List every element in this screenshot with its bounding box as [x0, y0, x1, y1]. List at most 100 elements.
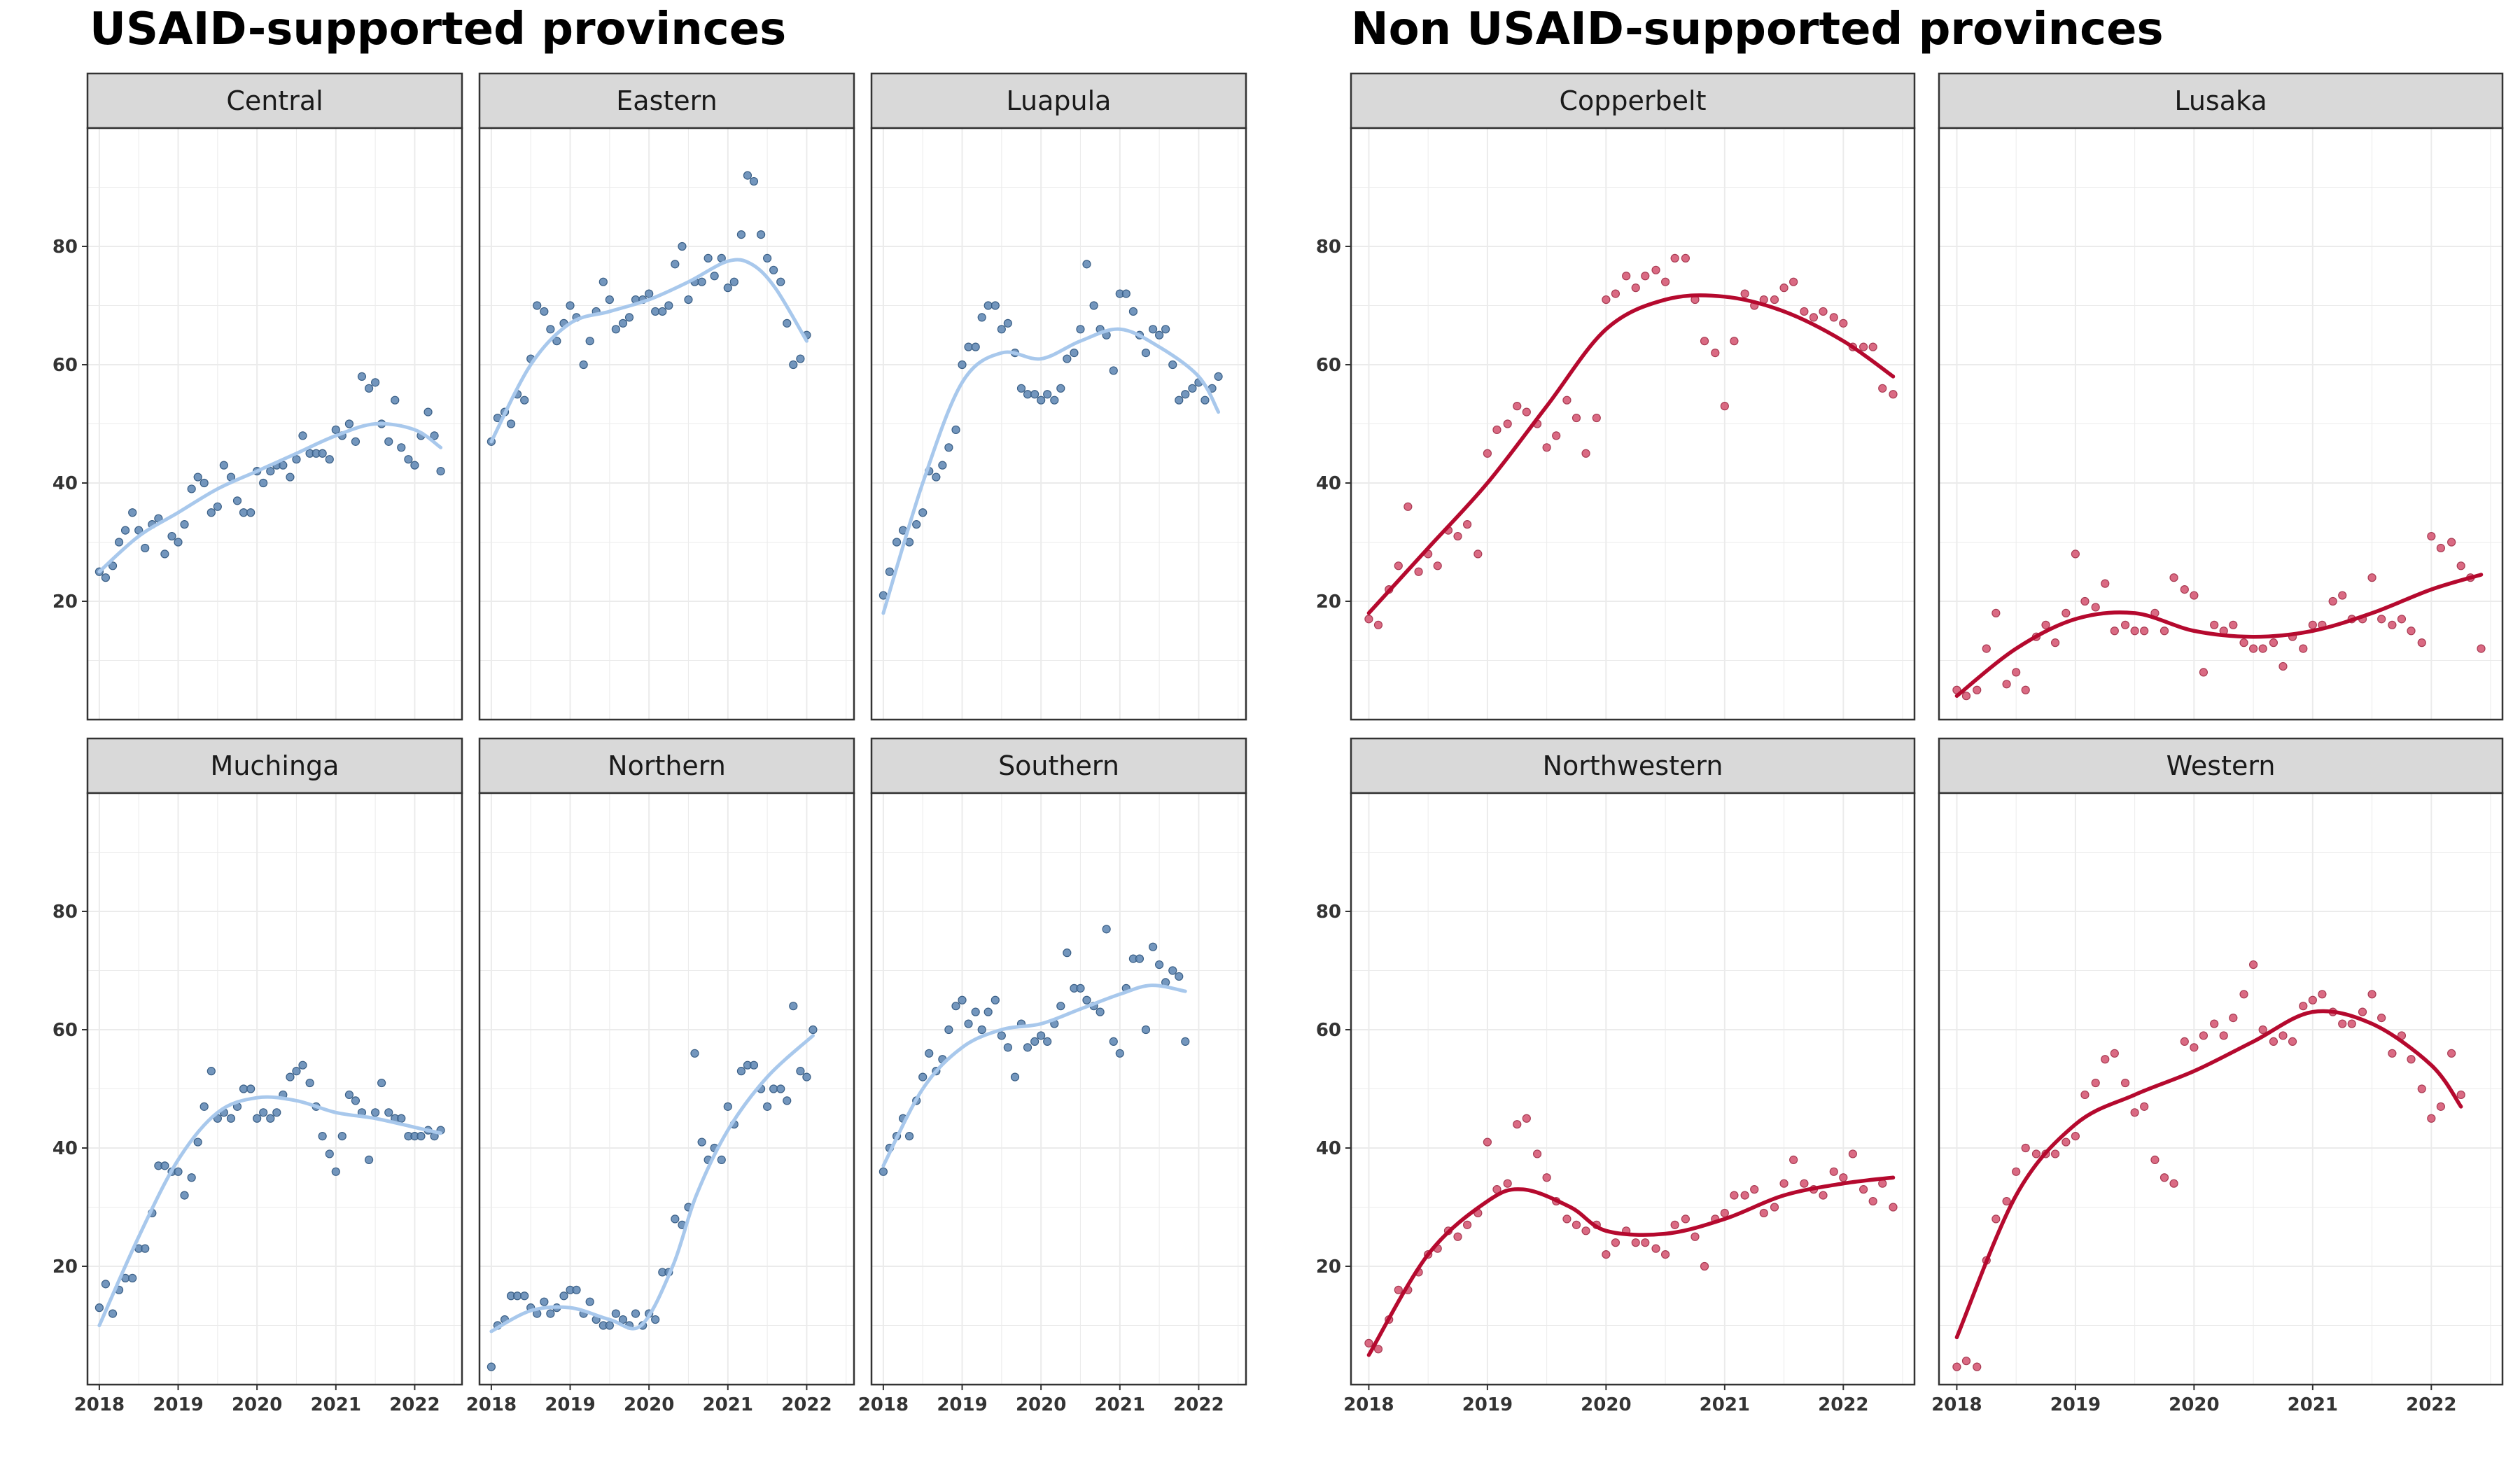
- data-point: [1181, 1037, 1190, 1046]
- data-point: [1474, 550, 1483, 559]
- data-point: [520, 1292, 529, 1301]
- data-point: [193, 1138, 202, 1147]
- data-point: [1839, 1173, 1848, 1182]
- data-point: [1779, 1179, 1788, 1188]
- data-point: [1661, 1250, 1670, 1259]
- data-point: [697, 277, 706, 286]
- data-point: [1010, 1072, 1020, 1082]
- data-point: [1982, 644, 1991, 653]
- data-point: [983, 301, 993, 310]
- data-point: [1651, 1244, 1660, 1253]
- data-point: [1651, 265, 1660, 274]
- data-point: [671, 1214, 680, 1224]
- panel-copperbelt: Copperbelt 20 40 60 80: [1316, 72, 1916, 721]
- data-point: [618, 1315, 628, 1324]
- data-point: [1800, 1179, 1809, 1188]
- panel-muchinga: Muchinga 20 40 60 80 2018 2019 2020 2021 2022: [52, 737, 463, 1415]
- data-point: [1859, 342, 1868, 351]
- data-point: [651, 1315, 660, 1324]
- data-point: [206, 1067, 216, 1076]
- data-point: [325, 1149, 334, 1158]
- x-tick-label: 2020: [1581, 1394, 1631, 1415]
- y-tick-label: 40: [52, 473, 78, 494]
- data-point: [1030, 1037, 1040, 1046]
- data-point: [729, 277, 738, 286]
- trend-line: [881, 983, 1187, 1168]
- y-tick-label: 20: [52, 592, 78, 612]
- data-point: [1681, 1214, 1690, 1224]
- data-point: [1973, 685, 1982, 694]
- data-point: [114, 538, 124, 547]
- data-point: [2427, 531, 2436, 541]
- data-point: [404, 455, 413, 464]
- panel-southern: Southern 2018 2019 2020 2021 2022: [858, 737, 1247, 1415]
- trend-line: [1954, 1009, 2463, 1340]
- data-point: [2012, 668, 2021, 677]
- facet-strip: [478, 72, 855, 130]
- panel-border: [1938, 127, 2504, 721]
- gridlines: [1351, 793, 1914, 1385]
- data-point: [101, 1280, 111, 1289]
- data-point: [1109, 1037, 1118, 1046]
- facet-strip-label: Western: [2166, 750, 2276, 781]
- data-point: [2071, 550, 2080, 559]
- y-tick-label: 60: [52, 355, 78, 376]
- panel-northern: Northern 2018 2019 2020 2021 2022: [466, 737, 855, 1415]
- data-point: [371, 1108, 380, 1117]
- data-point: [723, 1102, 732, 1111]
- panel-border: [870, 792, 1247, 1386]
- data-point: [2041, 620, 2050, 629]
- data-point: [789, 1002, 798, 1011]
- data-point: [690, 1049, 699, 1058]
- data-point: [2278, 1031, 2288, 1040]
- data-point: [384, 1108, 393, 1117]
- data-point: [298, 431, 307, 440]
- data-point: [559, 1292, 568, 1301]
- data-point: [1770, 295, 1779, 304]
- gridlines: [872, 128, 1246, 720]
- data-point: [1522, 1114, 1531, 1123]
- data-point: [1175, 972, 1184, 981]
- data-point: [2258, 1025, 2267, 1035]
- data-point: [997, 325, 1006, 334]
- data-point: [2062, 1138, 2071, 1147]
- data-point: [1730, 337, 1739, 346]
- data-point: [2021, 685, 2030, 694]
- data-point: [2288, 1037, 2297, 1046]
- data-point: [1878, 384, 1887, 393]
- data-point: [1770, 1203, 1779, 1212]
- data-point: [1592, 413, 1601, 423]
- data-point: [286, 472, 295, 482]
- trend-line: [489, 1033, 815, 1334]
- data-point: [2140, 1102, 2149, 1111]
- data-point: [611, 325, 620, 334]
- data-point: [951, 425, 960, 435]
- data-point: [213, 502, 222, 511]
- data-point: [769, 265, 778, 274]
- data-point: [892, 538, 902, 547]
- data-point: [167, 531, 176, 541]
- data-point: [2477, 644, 2486, 653]
- data-point: [1155, 330, 1164, 340]
- y-tick-label: 80: [1316, 902, 1341, 923]
- data-point: [2229, 1013, 2238, 1023]
- data-point: [958, 360, 967, 370]
- data-point: [546, 325, 555, 334]
- data-point: [2210, 620, 2219, 629]
- data-point: [796, 354, 805, 363]
- panel-luapula: Luapula: [870, 72, 1247, 721]
- data-point: [618, 318, 628, 328]
- facet-strip-label: Southern: [998, 750, 1119, 781]
- data-point: [1740, 1191, 1749, 1200]
- data-point: [1128, 307, 1138, 316]
- panel-border: [478, 127, 855, 721]
- data-point: [585, 1297, 594, 1306]
- data-point: [2050, 638, 2060, 648]
- data-point: [1200, 396, 1210, 405]
- data-point: [1602, 295, 1611, 304]
- x-tick-label: 2021: [2288, 1394, 2338, 1415]
- data-point: [200, 1102, 209, 1111]
- data-point: [187, 1173, 196, 1182]
- data-point: [925, 1049, 934, 1058]
- data-point: [2229, 620, 2238, 629]
